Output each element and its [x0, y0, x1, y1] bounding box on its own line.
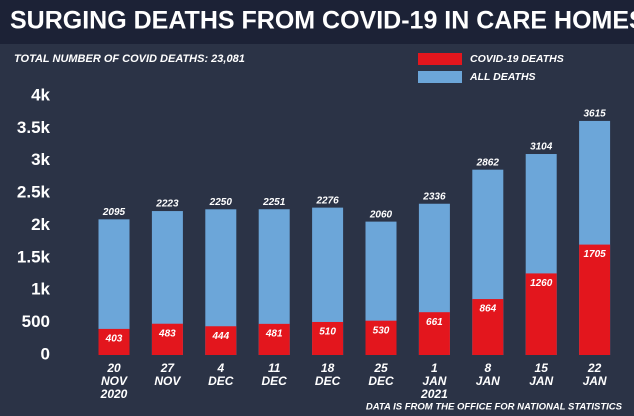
value-label: 1260	[530, 278, 553, 289]
y-tick-label: 1k	[31, 280, 50, 299]
value-label: 483	[158, 328, 176, 339]
value-label: 2251	[262, 197, 286, 208]
subtitle: TOTAL NUMBER OF COVID DEATHS: 23,081	[14, 53, 245, 65]
value-label: 1705	[583, 249, 606, 260]
bar	[151, 323, 183, 355]
value-label: 661	[426, 317, 443, 328]
bar	[312, 321, 344, 355]
value-label: 2276	[315, 195, 339, 206]
y-tick-label: 3k	[31, 150, 50, 169]
x-tick-label: 11 DEC	[262, 361, 288, 388]
x-tick-label: 27 NOV	[154, 361, 181, 388]
bar	[418, 312, 450, 355]
value-label: 2223	[155, 199, 179, 210]
bar	[205, 326, 237, 355]
value-label: 2336	[422, 191, 446, 202]
y-tick-label: 2k	[31, 215, 50, 234]
y-tick-label: 0	[41, 344, 50, 363]
y-tick-label: 3.5k	[17, 118, 51, 137]
value-label: 3615	[583, 109, 606, 120]
value-label: 403	[105, 334, 123, 345]
legend-label: ALL DEATHS	[469, 71, 536, 83]
x-tick-label: 4 DEC	[208, 361, 234, 388]
value-label: 3104	[530, 142, 553, 153]
value-label: 510	[319, 327, 336, 338]
bar	[472, 299, 504, 355]
x-tick-label: 1 JAN 2021	[420, 361, 448, 401]
legend-swatch	[418, 53, 462, 65]
bar	[365, 320, 397, 355]
bar	[98, 328, 130, 355]
x-tick-label: 8 JAN	[476, 361, 500, 388]
x-tick-label: 20 NOV 2020	[100, 361, 128, 401]
bar	[258, 323, 290, 355]
value-label: 2060	[369, 209, 393, 220]
y-tick-label: 4k	[31, 85, 50, 104]
x-tick-label: 22 JAN	[583, 361, 607, 388]
y-tick-label: 1.5k	[17, 247, 51, 266]
value-label: 2095	[102, 207, 126, 218]
value-label: 2250	[209, 197, 233, 208]
value-label: 481	[265, 328, 283, 339]
title-banner	[0, 0, 634, 44]
y-tick-label: 2.5k	[17, 183, 51, 202]
legend-swatch	[418, 71, 462, 83]
value-label: 864	[479, 304, 496, 315]
chart-title: SURGING DEATHS FROM COVID-19 IN CARE HOM…	[10, 7, 634, 35]
value-label: 444	[211, 331, 229, 342]
value-label: 530	[373, 325, 390, 336]
source: DATA IS FROM THE OFFICE FOR NATIONAL STA…	[366, 402, 623, 413]
x-tick-label: 15 JAN	[529, 361, 553, 388]
x-tick-label: 25 DEC	[368, 361, 394, 388]
y-tick-label: 500	[22, 312, 50, 331]
legend-label: COVID-19 DEATHS	[470, 53, 564, 65]
bar	[525, 273, 557, 355]
value-label: 2862	[476, 157, 500, 168]
bar	[579, 244, 611, 355]
x-tick-label: 18 DEC	[315, 361, 341, 388]
